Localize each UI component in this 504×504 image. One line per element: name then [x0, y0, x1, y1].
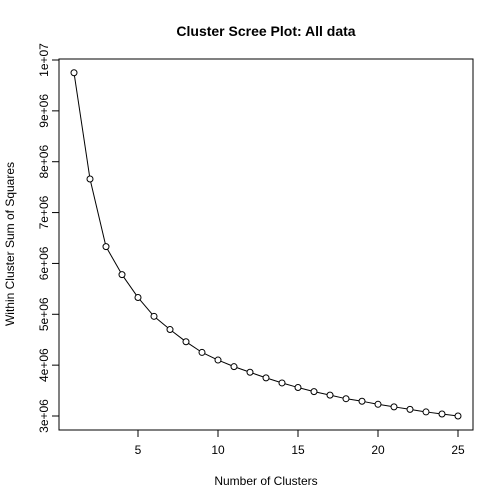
point-k23	[422, 408, 430, 416]
point-k9	[198, 348, 206, 356]
point-k10	[214, 356, 222, 364]
series-segment-12	[252, 372, 264, 378]
series-segment-10	[220, 360, 232, 366]
series-segment-21	[396, 406, 408, 410]
x-tick-label-5: 5	[135, 443, 142, 457]
series-segment-2	[90, 181, 106, 244]
point-k19	[358, 397, 366, 405]
y-tick-label-1: 4e+06	[37, 348, 51, 382]
point-k7	[166, 326, 174, 334]
series-segment-5	[139, 299, 153, 315]
x-tick-label-10: 10	[211, 443, 225, 457]
y-tick-label-5: 8e+06	[37, 145, 51, 179]
series-segment-8	[188, 342, 200, 352]
series-segment-19	[364, 401, 376, 405]
point-k17	[326, 391, 334, 399]
point-k25	[454, 412, 462, 420]
series-segment-4	[123, 276, 137, 296]
point-k22	[406, 405, 414, 413]
y-tick-label-2: 5e+06	[37, 297, 51, 331]
point-k13	[262, 374, 270, 382]
series-segment-6	[155, 317, 169, 329]
series-segment-22	[412, 409, 424, 412]
point-k18	[342, 395, 350, 403]
series-segment-13	[268, 378, 280, 383]
x-tick-label-15: 15	[291, 443, 305, 457]
point-k16	[310, 388, 318, 396]
series-segment-3	[107, 249, 121, 273]
series-segment-17	[332, 395, 344, 399]
y-tick-label-0: 3e+06	[37, 399, 51, 433]
series-within-ss	[70, 69, 462, 420]
point-k15	[294, 384, 302, 392]
point-k14	[278, 379, 286, 387]
point-k2	[86, 175, 94, 183]
series-segment-23	[428, 411, 440, 415]
series-segment-24	[444, 413, 456, 417]
point-k12	[246, 368, 254, 376]
x-axis-label: Number of Clusters	[214, 474, 317, 488]
point-k24	[438, 410, 446, 418]
y-tick-label-4: 7e+06	[37, 195, 51, 229]
series-segment-7	[172, 330, 184, 341]
series-segment-16	[316, 391, 328, 395]
point-k1	[70, 69, 78, 77]
point-k21	[390, 403, 398, 411]
point-k5	[134, 294, 142, 302]
point-k3	[102, 243, 110, 251]
series-segment-11	[236, 367, 248, 372]
series-segment-1	[73, 75, 91, 177]
x-axis: 5 10 15 20 25	[135, 430, 465, 457]
point-k20	[374, 400, 382, 408]
chart-title: Cluster Scree Plot: All data	[176, 23, 355, 39]
y-axis-label: Within Cluster Sum of Squares	[3, 162, 17, 326]
series-segment-14	[284, 383, 296, 388]
y-tick-label-3: 6e+06	[37, 246, 51, 280]
point-k6	[150, 312, 158, 320]
y-axis: 3e+06 4e+06 5e+06 6e+06 7e+06 8e+06 9e+06 1e+07	[37, 43, 59, 433]
series-segment-9	[204, 353, 216, 360]
y-tick-label-7: 1e+07	[37, 43, 51, 77]
x-tick-label-20: 20	[371, 443, 385, 457]
y-tick-label-6: 9e+06	[37, 94, 51, 128]
point-k11	[230, 363, 238, 371]
plot-frame	[58, 58, 474, 431]
x-tick-label-25: 25	[451, 443, 465, 457]
point-k4	[118, 271, 126, 279]
point-k8	[182, 338, 190, 346]
series-segment-20	[380, 404, 392, 407]
series-segment-15	[300, 387, 312, 392]
series-segment-18	[348, 398, 360, 402]
